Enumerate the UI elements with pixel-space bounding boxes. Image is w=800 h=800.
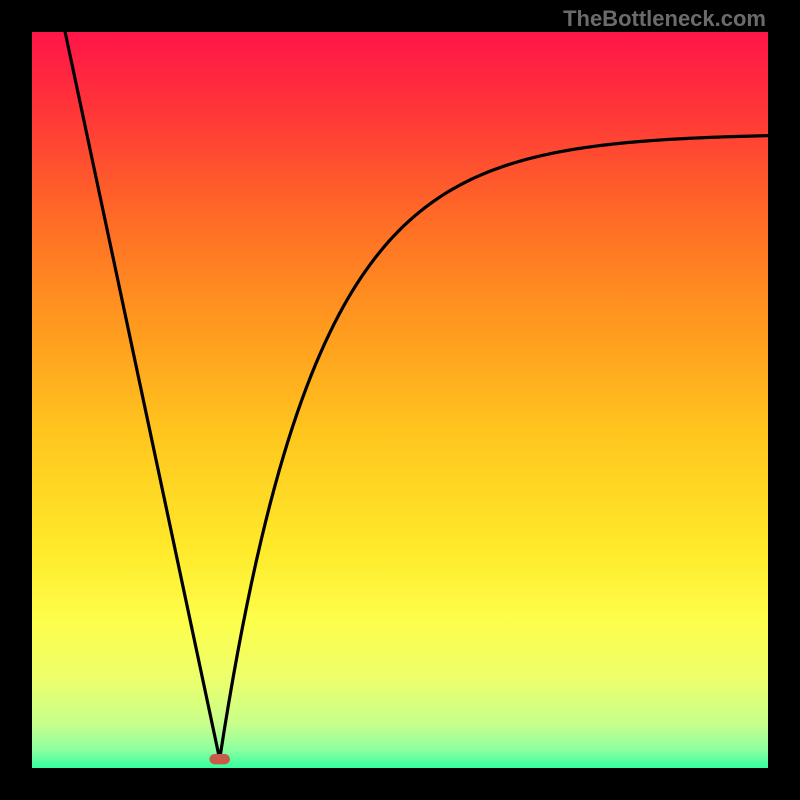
curve-layer: [32, 32, 768, 768]
plot-area: [32, 32, 768, 768]
watermark-text: TheBottleneck.com: [563, 6, 766, 32]
figure-root: TheBottleneck.com: [0, 0, 800, 800]
bottleneck-curve: [65, 32, 768, 759]
curve-minimum-marker: [209, 754, 230, 764]
